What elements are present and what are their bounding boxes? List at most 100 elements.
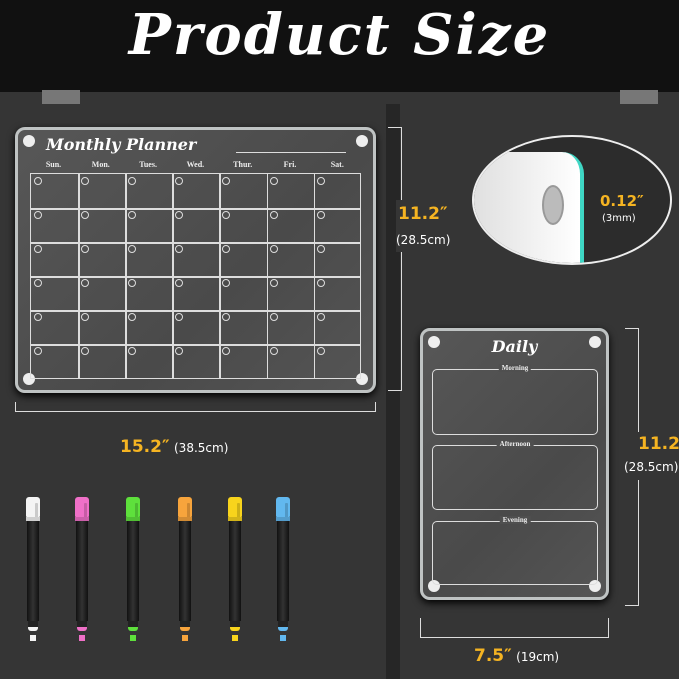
marker-barrel — [229, 521, 241, 621]
thickness-value: 0.12″ — [600, 192, 644, 210]
thickness-inset: 0.12″ (3mm) — [472, 135, 672, 265]
day-checkbox — [81, 279, 90, 287]
section-afternoon: Afternoon — [432, 440, 598, 510]
weekday-label: Thur. — [233, 160, 253, 169]
day-checkbox — [128, 313, 137, 321]
day-checkbox — [128, 211, 137, 219]
day-checkbox — [81, 245, 90, 253]
name-line — [236, 152, 346, 153]
day-checkbox — [81, 313, 90, 321]
day-checkbox — [222, 313, 231, 321]
day-checkbox — [34, 313, 42, 321]
magnet-pin — [589, 336, 601, 348]
marker-barrel — [76, 521, 88, 621]
day-checkbox — [222, 279, 231, 287]
section-label: Morning — [498, 364, 532, 372]
marker-ring — [276, 517, 290, 521]
grid-line — [31, 310, 360, 312]
day-checkbox — [222, 177, 231, 185]
weekday-label: Fri. — [283, 160, 297, 169]
marker-clip — [285, 503, 288, 529]
daily-title: Daily — [491, 337, 538, 356]
marker-clip — [84, 503, 87, 529]
magnet-pin — [23, 135, 35, 147]
section-morning: Morning — [432, 364, 598, 435]
day-checkbox — [175, 313, 184, 321]
grid-line — [31, 208, 360, 210]
section-label: Afternoon — [496, 440, 534, 448]
day-checkbox — [128, 279, 137, 287]
magnet-pin — [23, 373, 35, 385]
grid-line — [31, 242, 360, 244]
magnet-pin — [428, 336, 440, 348]
marker-clip — [237, 503, 240, 529]
weekday-label: Mon. — [91, 160, 110, 169]
daily-height-cm: (28.5cm) — [624, 460, 679, 474]
grid-line — [31, 276, 360, 278]
day-checkbox — [269, 177, 278, 185]
marker-barrel — [277, 521, 289, 621]
day-checkbox — [222, 245, 231, 253]
grid-line — [31, 344, 360, 346]
marker-clip — [187, 503, 190, 529]
height-bracket — [388, 127, 402, 391]
width-bracket — [420, 618, 609, 638]
marker-tip — [180, 621, 190, 631]
day-checkbox — [175, 279, 184, 287]
monthly-planner-board: Monthly Planner Sun. Mon. Tues. Wed. Thur. Fr… — [15, 127, 376, 393]
daily-width-cm: (19cm) — [516, 650, 560, 664]
monthly-title: Monthly Planner — [46, 135, 197, 154]
calendar-grid — [30, 173, 361, 379]
day-checkbox — [34, 177, 42, 185]
daily-width: 7.5″ — [474, 646, 512, 666]
day-checkbox — [269, 211, 278, 219]
day-checkbox — [81, 347, 90, 355]
section-label: Evening — [499, 516, 531, 524]
weekday-label: Wed. — [186, 160, 205, 169]
day-checkbox — [316, 347, 325, 355]
monthly-width: 15.2″ — [120, 437, 170, 457]
day-checkbox — [175, 177, 184, 185]
day-checkbox — [175, 245, 184, 253]
marker-tip — [230, 621, 240, 631]
day-checkbox — [34, 211, 42, 219]
day-checkbox — [128, 245, 137, 253]
marker-barrel — [27, 521, 39, 621]
magnet-pin — [356, 373, 368, 385]
marker-tip — [28, 621, 38, 631]
monthly-width-cm: (38.5cm) — [174, 441, 229, 455]
monthly-height-cm: (28.5cm) — [396, 233, 451, 247]
marker-ring — [228, 517, 242, 521]
thickness-metric: (3mm) — [602, 213, 636, 224]
day-checkbox — [175, 347, 184, 355]
title-banner — [0, 0, 679, 92]
day-checkbox — [269, 245, 278, 253]
day-checkbox — [34, 279, 42, 287]
day-checkbox — [81, 211, 90, 219]
marker-ring — [178, 517, 192, 521]
marker-clip — [135, 503, 138, 529]
marker-barrel — [179, 521, 191, 621]
monthly-height: 11.2″ — [398, 204, 448, 224]
day-checkbox — [316, 177, 325, 185]
marker-clip — [35, 503, 38, 529]
section-evening: Evening — [432, 516, 598, 585]
day-checkbox — [128, 347, 137, 355]
day-checkbox — [222, 211, 231, 219]
marker-ring — [75, 517, 89, 521]
weekday-label: Tues. — [139, 160, 157, 169]
marker-tip — [77, 621, 87, 631]
day-checkbox — [316, 245, 325, 253]
day-checkbox — [269, 279, 278, 287]
marker-ring — [26, 517, 40, 521]
magnet-pin — [589, 580, 601, 592]
mount-tab — [42, 90, 80, 104]
day-checkbox — [269, 347, 278, 355]
acrylic-edge — [474, 152, 584, 263]
day-checkbox — [175, 211, 184, 219]
weekday-label: Sat. — [330, 160, 344, 169]
marker-tip — [128, 621, 138, 631]
mount-tab — [620, 90, 658, 104]
magnet — [542, 185, 564, 225]
daily-board: Daily Morning Afternoon Evening — [420, 328, 609, 600]
